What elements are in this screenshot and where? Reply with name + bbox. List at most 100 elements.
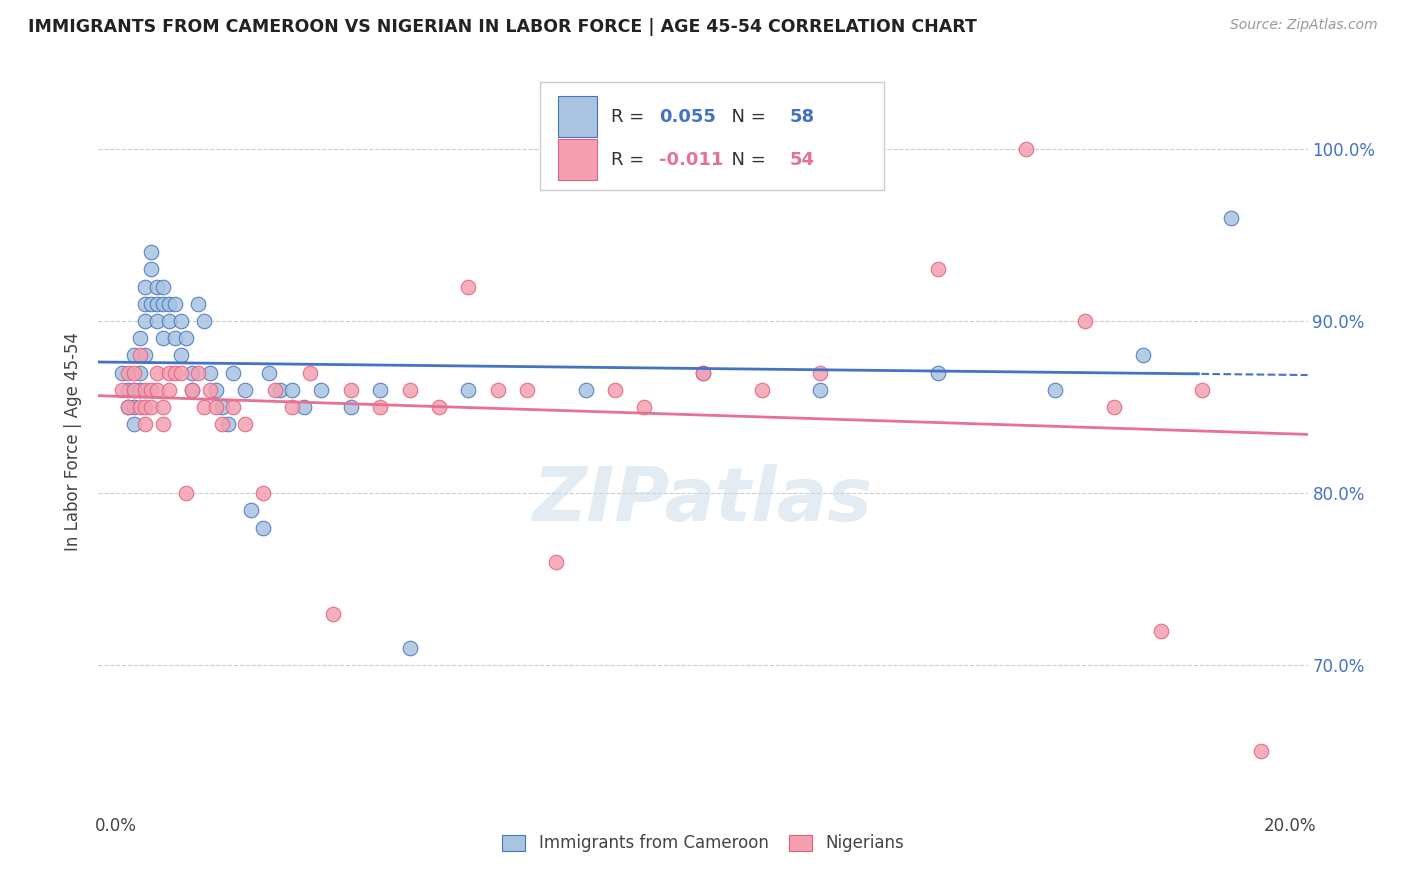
Point bbox=[117, 366, 139, 380]
Text: N =: N = bbox=[720, 151, 772, 169]
Point bbox=[134, 383, 156, 397]
Point bbox=[1191, 383, 1213, 397]
Point bbox=[1043, 383, 1066, 397]
Y-axis label: In Labor Force | Age 45-54: In Labor Force | Age 45-54 bbox=[65, 332, 83, 551]
Point bbox=[808, 383, 831, 397]
Point bbox=[122, 383, 145, 397]
Point bbox=[368, 383, 391, 397]
Point bbox=[198, 366, 221, 380]
Point bbox=[134, 417, 156, 432]
Point bbox=[128, 400, 150, 414]
Point bbox=[292, 400, 315, 414]
Point bbox=[141, 245, 163, 260]
Text: N =: N = bbox=[720, 108, 772, 126]
Point bbox=[187, 366, 209, 380]
Point bbox=[692, 366, 714, 380]
Point bbox=[1150, 624, 1173, 638]
Point bbox=[927, 366, 949, 380]
Point bbox=[233, 383, 256, 397]
Point bbox=[141, 383, 163, 397]
Text: -0.011: -0.011 bbox=[659, 151, 724, 169]
Point bbox=[181, 366, 204, 380]
Point bbox=[603, 383, 626, 397]
Point bbox=[176, 486, 198, 500]
Point bbox=[117, 400, 139, 414]
Point bbox=[146, 383, 169, 397]
Text: 54: 54 bbox=[790, 151, 815, 169]
Point bbox=[117, 400, 139, 414]
Text: 58: 58 bbox=[790, 108, 815, 126]
Point bbox=[1073, 314, 1095, 328]
Point bbox=[157, 314, 180, 328]
Point bbox=[198, 383, 221, 397]
Point bbox=[128, 331, 150, 345]
Point bbox=[141, 297, 163, 311]
Point bbox=[233, 417, 256, 432]
Point bbox=[222, 400, 245, 414]
Point bbox=[457, 279, 479, 293]
Point bbox=[204, 383, 226, 397]
Point bbox=[176, 331, 198, 345]
Point bbox=[152, 400, 174, 414]
Point bbox=[181, 383, 204, 397]
Point bbox=[281, 383, 304, 397]
Point bbox=[152, 279, 174, 293]
Point bbox=[134, 348, 156, 362]
Point bbox=[1102, 400, 1125, 414]
Point bbox=[633, 400, 655, 414]
Point bbox=[368, 400, 391, 414]
Point bbox=[240, 503, 263, 517]
Point bbox=[128, 366, 150, 380]
Text: R =: R = bbox=[612, 108, 650, 126]
Point bbox=[169, 348, 191, 362]
Point bbox=[169, 366, 191, 380]
Point bbox=[134, 279, 156, 293]
Text: IMMIGRANTS FROM CAMEROON VS NIGERIAN IN LABOR FORCE | AGE 45-54 CORRELATION CHAR: IMMIGRANTS FROM CAMEROON VS NIGERIAN IN … bbox=[28, 18, 977, 36]
Point bbox=[222, 366, 245, 380]
Point bbox=[398, 383, 420, 397]
Point bbox=[322, 607, 344, 621]
FancyBboxPatch shape bbox=[558, 96, 596, 137]
Point bbox=[141, 262, 163, 277]
Point bbox=[546, 555, 568, 569]
Point bbox=[340, 383, 363, 397]
Point bbox=[751, 383, 773, 397]
Point bbox=[211, 400, 233, 414]
Point bbox=[128, 383, 150, 397]
Point bbox=[117, 383, 139, 397]
Point bbox=[281, 400, 304, 414]
Point bbox=[187, 297, 209, 311]
Point bbox=[516, 383, 538, 397]
Point bbox=[1220, 211, 1243, 225]
Point bbox=[211, 417, 233, 432]
Point bbox=[1132, 348, 1154, 362]
Point bbox=[257, 366, 280, 380]
Point bbox=[181, 383, 204, 397]
Point bbox=[163, 366, 186, 380]
Point bbox=[141, 400, 163, 414]
Point bbox=[575, 383, 598, 397]
Point bbox=[157, 383, 180, 397]
Point bbox=[152, 331, 174, 345]
Point bbox=[204, 400, 226, 414]
Point bbox=[269, 383, 291, 397]
Point bbox=[486, 383, 509, 397]
Point bbox=[146, 297, 169, 311]
Point bbox=[193, 314, 215, 328]
Point bbox=[146, 279, 169, 293]
Point bbox=[298, 366, 321, 380]
Point bbox=[152, 297, 174, 311]
Text: Source: ZipAtlas.com: Source: ZipAtlas.com bbox=[1230, 18, 1378, 32]
Point bbox=[1015, 142, 1038, 156]
Point bbox=[122, 348, 145, 362]
Point bbox=[252, 521, 274, 535]
Point bbox=[927, 262, 949, 277]
Point bbox=[457, 383, 479, 397]
Point bbox=[1250, 744, 1272, 758]
Point bbox=[163, 297, 186, 311]
Legend: Immigrants from Cameroon, Nigerians: Immigrants from Cameroon, Nigerians bbox=[495, 828, 911, 859]
Point bbox=[157, 366, 180, 380]
Point bbox=[169, 314, 191, 328]
Point bbox=[163, 331, 186, 345]
FancyBboxPatch shape bbox=[540, 82, 884, 190]
